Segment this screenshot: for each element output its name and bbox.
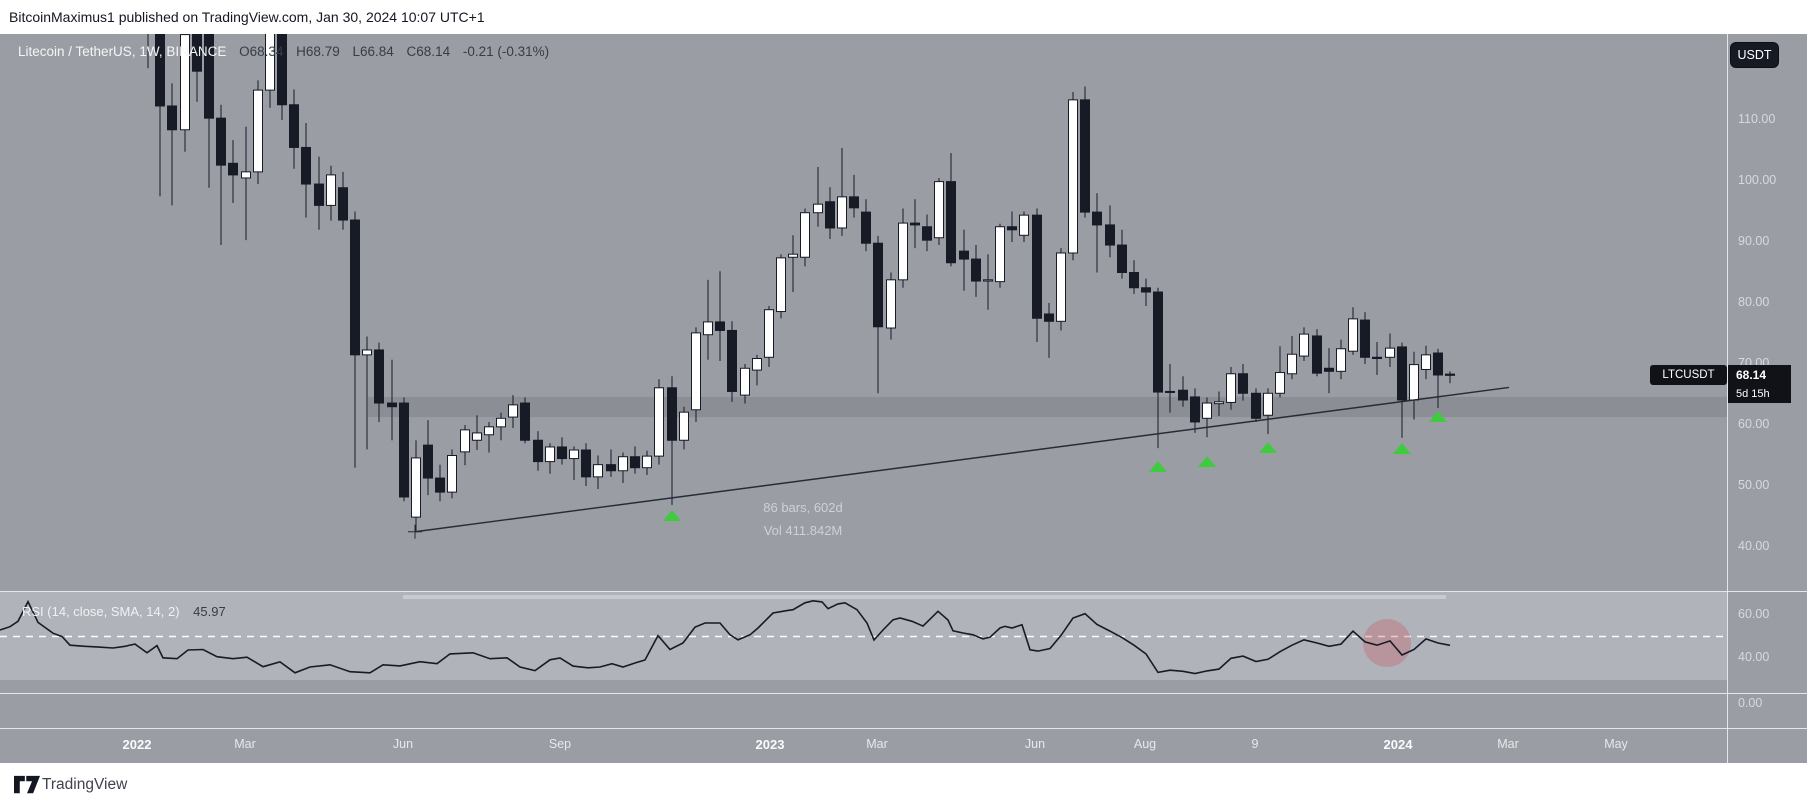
time-axis-month-label: Sep bbox=[548, 737, 572, 751]
buy-signal-triangle-icon bbox=[1393, 443, 1411, 454]
buy-signal-triangle-icon bbox=[1259, 442, 1277, 453]
rsi-params: (14, close, SMA, 14, 2) bbox=[47, 604, 180, 619]
legend-title: Litecoin / TetherUS, 1W, BINANCE bbox=[18, 44, 227, 59]
price-axis-label: 40.00 bbox=[1738, 539, 1770, 553]
time-axis-month-label: Jun bbox=[1024, 737, 1046, 751]
footer-bar: TradingView bbox=[0, 763, 1807, 809]
last-price-badge: 68.14 bbox=[1728, 365, 1791, 385]
rsi-axis-label: 60.00 bbox=[1738, 606, 1770, 621]
time-axis-year-label: 2024 bbox=[1383, 737, 1413, 752]
buy-signal-triangle-icon bbox=[1429, 411, 1447, 422]
pane-divider-time-axis bbox=[0, 728, 1807, 729]
buy-signal-triangle-icon bbox=[663, 510, 681, 521]
time-axis-month-label: Aug bbox=[1133, 737, 1157, 751]
time-axis-month-label: Mar bbox=[866, 737, 888, 751]
lower-pane-zero-label: 0.00 bbox=[1738, 696, 1763, 710]
chart-area[interactable]: Litecoin / TetherUS, 1W, BINANCE O68.34 … bbox=[0, 34, 1807, 763]
legend-close: C68.14 bbox=[406, 44, 451, 59]
publish-info-bar: BitcoinMaximus1 published on TradingView… bbox=[0, 0, 1807, 34]
time-axis-month-label: Jun bbox=[392, 737, 414, 751]
price-axis-label: 100.00 bbox=[1738, 173, 1777, 187]
time-axis-month-label: Mar bbox=[234, 737, 256, 751]
currency-toggle-button[interactable]: USDT bbox=[1730, 42, 1779, 68]
time-axis-month-label: May bbox=[1604, 737, 1628, 751]
time-axis-year-label: 2023 bbox=[755, 737, 785, 752]
price-axis-label: 110.00 bbox=[1738, 112, 1776, 126]
time-axis[interactable]: 2022 Mar Jun Sep 2023 Mar Jun Aug 9 2024 Mar May bbox=[0, 729, 1807, 762]
pane-divider-rsi-lower[interactable] bbox=[0, 693, 1807, 694]
buy-signal-triangle-icon bbox=[1198, 456, 1216, 467]
tradingview-brand-link[interactable]: TradingView bbox=[42, 776, 128, 793]
measure-volume-label: Vol 411.842M bbox=[763, 523, 843, 538]
last-price-symbol-badge: LTCUSDT bbox=[1650, 365, 1727, 385]
candles bbox=[147, 34, 1455, 532]
measure-bars-label: 86 bars, 602d bbox=[763, 500, 843, 515]
price-axis-label: 90.00 bbox=[1738, 234, 1770, 248]
publish-info-text: BitcoinMaximus1 published on TradingView… bbox=[9, 9, 485, 25]
rsi-30-70-band bbox=[0, 592, 1727, 680]
legend-change: -0.21 (-0.31%) bbox=[462, 44, 550, 59]
rsi-value: 45.97 bbox=[193, 604, 226, 619]
price-axis-label: 80.00 bbox=[1738, 295, 1770, 309]
time-axis-month-label: 9 bbox=[1251, 737, 1259, 751]
trendline bbox=[414, 386, 1510, 533]
tradingview-logo-icon[interactable] bbox=[14, 775, 40, 797]
price-axis-label: 50.00 bbox=[1738, 478, 1770, 492]
legend-high: H68.79 bbox=[296, 44, 340, 59]
rsi-title: RSI bbox=[22, 604, 44, 619]
time-axis-month-label: Mar bbox=[1497, 737, 1519, 751]
symbol-legend: Litecoin / TetherUS, 1W, BINANCE O68.34 … bbox=[18, 44, 549, 59]
price-axis-separator bbox=[1727, 34, 1728, 763]
time-axis-year-label: 2022 bbox=[122, 737, 152, 752]
legend-open: O68.34 bbox=[239, 44, 284, 59]
support-zone bbox=[368, 396, 1727, 418]
legend-low: L66.84 bbox=[352, 44, 394, 59]
rsi-legend: RSI (14, close, SMA, 14, 2) 45.97 bbox=[22, 604, 226, 619]
bar-countdown-badge: 5d 15h bbox=[1728, 385, 1791, 403]
rsi-axis-label: 40.00 bbox=[1738, 650, 1770, 665]
pane-divider-price-rsi[interactable] bbox=[0, 591, 1807, 592]
buy-signal-triangle-icon bbox=[1149, 461, 1167, 472]
price-axis-label: 60.00 bbox=[1738, 417, 1770, 431]
